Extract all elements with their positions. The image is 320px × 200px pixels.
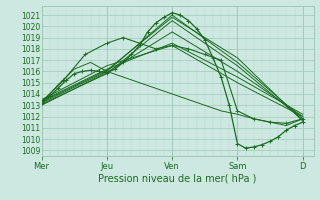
X-axis label: Pression niveau de la mer( hPa ): Pression niveau de la mer( hPa ) (99, 173, 257, 183)
